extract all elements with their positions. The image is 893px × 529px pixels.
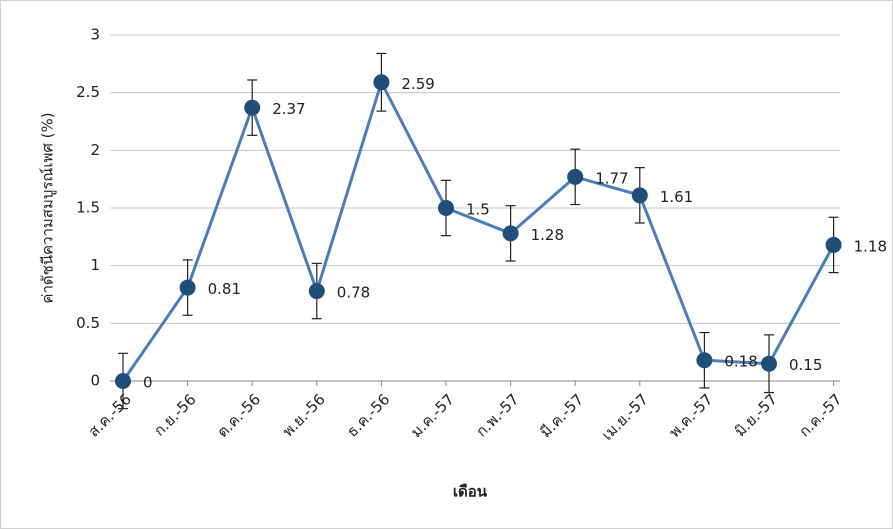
data-label: 1.18 bbox=[854, 237, 887, 255]
x-axis-label: เดือน bbox=[453, 483, 488, 501]
point bbox=[567, 168, 584, 185]
point bbox=[761, 355, 777, 372]
y-tick-label: 0.5 bbox=[76, 314, 100, 332]
point bbox=[244, 99, 261, 116]
point bbox=[308, 283, 325, 300]
y-tick-label: 2.5 bbox=[76, 83, 100, 101]
data-label: 2.59 bbox=[401, 75, 434, 93]
point bbox=[115, 373, 131, 389]
data-label: 1.28 bbox=[531, 226, 564, 244]
data-label: 0.15 bbox=[789, 356, 822, 374]
y-tick-label: 2 bbox=[90, 141, 100, 159]
point bbox=[696, 352, 713, 369]
point bbox=[825, 236, 842, 253]
data-label: 1.5 bbox=[466, 201, 490, 219]
y-axis-label: ค่าดัชนีความสมบูรณ์เพศ (%) bbox=[39, 112, 57, 303]
y-tick-label: 1.5 bbox=[76, 199, 100, 217]
point bbox=[438, 200, 454, 216]
y-tick-label: 3 bbox=[90, 26, 100, 44]
point bbox=[179, 279, 196, 296]
point bbox=[502, 225, 519, 242]
y-tick-label: 0 bbox=[90, 372, 100, 390]
data-label: 0.81 bbox=[208, 280, 241, 298]
data-label: 0.18 bbox=[724, 353, 757, 371]
data-label: 0 bbox=[143, 374, 153, 392]
point bbox=[373, 74, 390, 91]
data-label: 2.37 bbox=[272, 100, 305, 118]
series-line bbox=[121, 78, 835, 382]
data-label: 1.61 bbox=[660, 188, 693, 206]
data-label: 1.77 bbox=[595, 169, 628, 187]
data-label: 0.78 bbox=[337, 284, 370, 302]
y-tick-label: 1 bbox=[90, 256, 100, 274]
point bbox=[631, 187, 648, 204]
